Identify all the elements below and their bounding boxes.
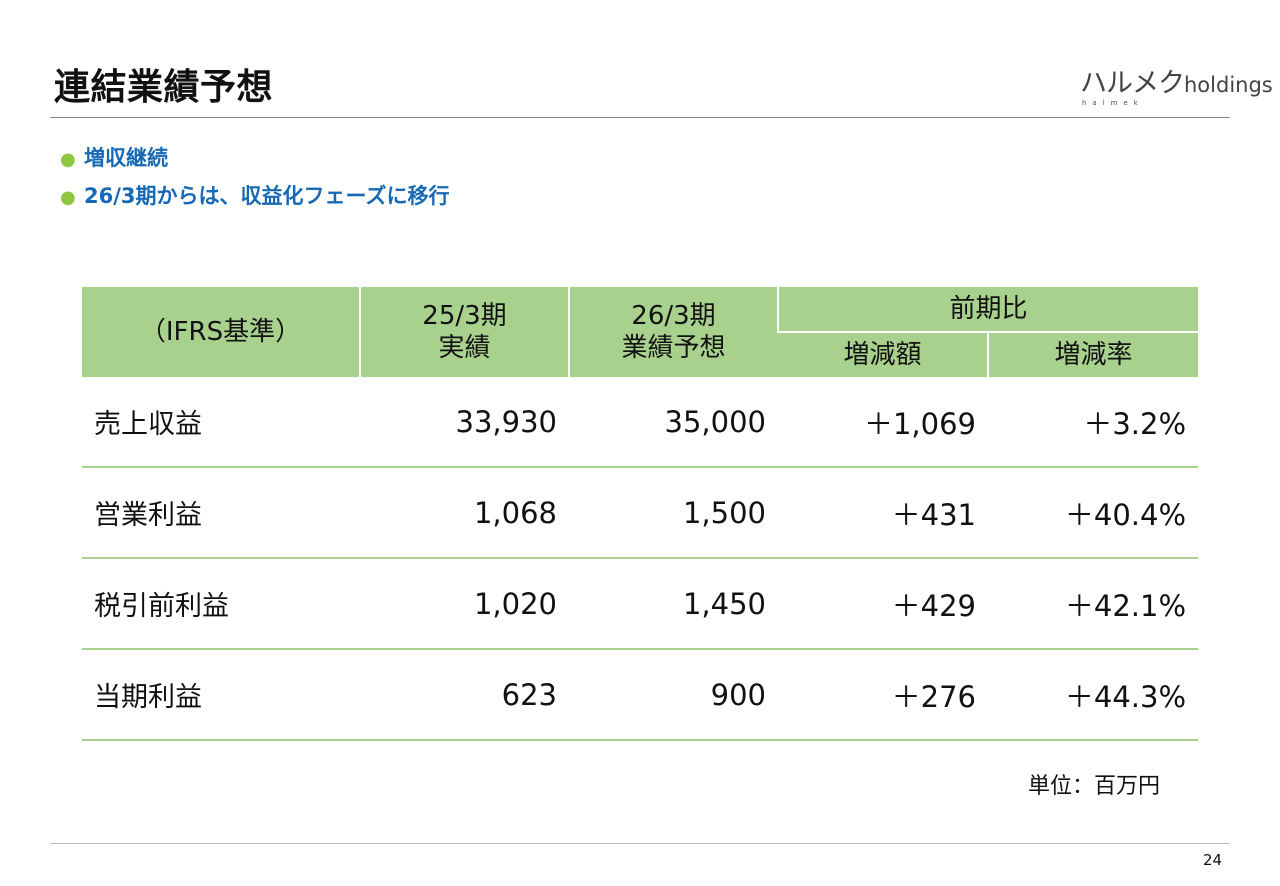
change-rate: ＋44.3%: [988, 649, 1199, 741]
page-title: 連結業績予想: [54, 67, 274, 108]
change-rate: ＋3.2%: [988, 377, 1199, 468]
row-label: 税引前利益: [82, 558, 360, 650]
header-fy25-actual: 25/3期 実績: [359, 285, 569, 377]
footer-divider: [50, 843, 1230, 844]
table-row: 売上収益 33,930 35,000 ＋1,069 ＋3.2%: [82, 377, 1199, 468]
fy25-value: 1,068: [360, 467, 569, 559]
fy25-value: 1,020: [360, 558, 569, 650]
logo-wordmark: ハルメクholdings: [1080, 68, 1273, 99]
bullet-item: ● 26/3期からは、収益化フェーズに移行: [60, 178, 449, 216]
change-rate: ＋42.1%: [988, 558, 1199, 650]
fy26-value: 1,500: [569, 467, 778, 559]
fy25-value: 623: [360, 649, 569, 741]
bullet-dot-icon: ●: [60, 187, 76, 208]
fy26-value: 900: [569, 649, 778, 741]
header-yoy-group: 前期比: [776, 285, 1199, 332]
logo-subtext: halmek: [1082, 99, 1144, 107]
bullet-dot-icon: ●: [60, 149, 76, 170]
summary-bullets: ● 増収継続 ● 26/3期からは、収益化フェーズに移行: [60, 140, 449, 216]
row-label: 当期利益: [82, 649, 360, 741]
fy26-value: 35,000: [569, 377, 778, 468]
header-fy26-forecast: 26/3期 業績予想: [568, 285, 778, 377]
logo-latin: holdings: [1184, 73, 1273, 97]
logo-kana: ハルメク: [1080, 68, 1185, 99]
header-fy26-type: 業績予想: [621, 333, 726, 363]
table-row: 営業利益 1,068 1,500 ＋431 ＋40.4%: [82, 467, 1199, 559]
fy25-value: 33,930: [360, 377, 569, 468]
header-basis: （IFRS基準）: [82, 285, 360, 377]
fy26-value: 1,450: [569, 558, 778, 650]
table-header-row: （IFRS基準） 25/3期 実績 26/3期 業績予想 前期比: [82, 285, 1199, 377]
table-subheader-row: 増減額 増減率: [82, 331, 1199, 377]
unit-note: 単位：百万円: [1028, 774, 1161, 799]
change-rate: ＋40.4%: [988, 467, 1199, 559]
header-fy25-type: 実績: [438, 333, 491, 363]
table-row: 税引前利益 1,020 1,450 ＋429 ＋42.1%: [82, 558, 1199, 650]
bullet-text: 26/3期からは、収益化フェーズに移行: [84, 184, 450, 208]
change-amount: ＋276: [778, 649, 988, 741]
change-amount: ＋429: [778, 558, 988, 650]
row-label: 売上収益: [82, 377, 360, 468]
bullet-item: ● 増収継続: [60, 140, 449, 178]
halmek-holdings-logo: ハルメクholdings halmek: [1080, 68, 1273, 110]
header-change-amount: 増減額: [778, 331, 988, 377]
table-row: 当期利益 623 900 ＋276 ＋44.3%: [82, 649, 1199, 741]
header-change-rate: 増減率: [986, 331, 1199, 377]
earnings-forecast-table: （IFRS基準） 25/3期 実績 26/3期 業績予想 前期比 増減額 増減率…: [82, 285, 1199, 741]
bullet-text: 増収継続: [84, 146, 168, 170]
page-number: 24: [1203, 851, 1223, 869]
header-fy26-period: 26/3期: [631, 301, 716, 331]
header-fy25-period: 25/3期: [422, 301, 507, 331]
change-amount: ＋431: [778, 467, 988, 559]
change-amount: ＋1,069: [778, 377, 988, 468]
title-divider: [50, 117, 1230, 118]
row-label: 営業利益: [82, 467, 360, 559]
